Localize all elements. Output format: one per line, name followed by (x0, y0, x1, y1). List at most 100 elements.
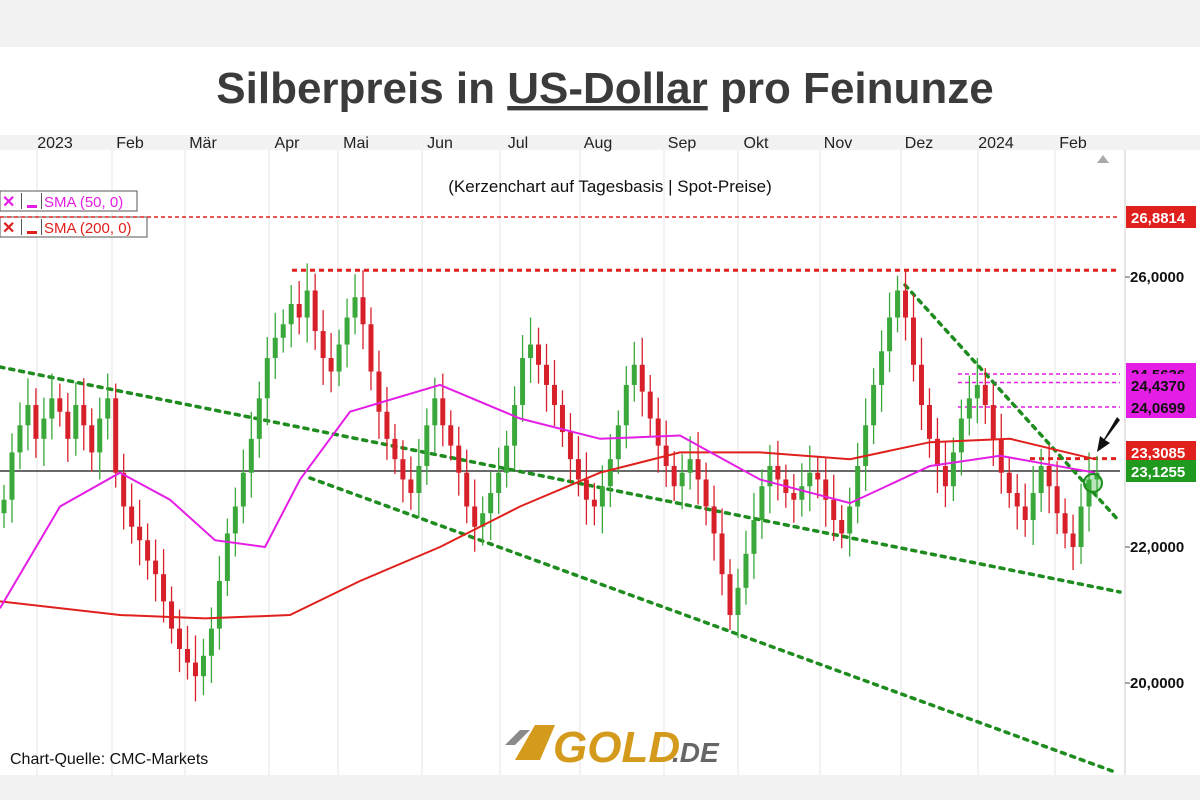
x-tick-label: Aug (584, 135, 612, 152)
candle-body (248, 438, 254, 473)
candle-body (871, 384, 877, 426)
candle-body (551, 384, 557, 405)
candle-body (320, 331, 326, 359)
candle-body (392, 438, 398, 460)
x-tick-label: Dez (905, 135, 933, 152)
x-tick-label: Jun (427, 135, 453, 152)
x-tick-label: Mär (189, 135, 217, 152)
candle-body (911, 317, 917, 365)
candle-body (1006, 472, 1012, 493)
remove-sma50-icon[interactable]: ✕ (2, 194, 15, 211)
candle-body (216, 581, 222, 629)
candle-body (256, 398, 262, 439)
x-tick-label: Feb (116, 135, 144, 152)
candle-body (575, 459, 581, 480)
candle-body (615, 425, 621, 460)
candle-body (376, 371, 382, 412)
trendline (308, 476, 1117, 774)
candle-body (591, 499, 597, 507)
candle-body (208, 628, 214, 656)
x-tick-label: Apr (275, 135, 301, 152)
trendlines (0, 283, 1122, 774)
candle-body (1086, 479, 1092, 507)
candle-body (73, 404, 79, 439)
candle-body (232, 506, 238, 534)
gold-de-logo: GOLD .DE (505, 723, 720, 772)
candle-body (583, 479, 589, 500)
candle-body (735, 587, 741, 615)
candle-body (448, 425, 454, 446)
candle-body (169, 601, 175, 629)
candle-body (336, 344, 342, 372)
candle-body (113, 398, 119, 473)
chart-subtitle: (Kerzenchart auf Tagesbasis | Spot-Preis… (448, 177, 771, 196)
candle-body (1070, 533, 1076, 547)
candle-body (863, 425, 869, 466)
candle-body (480, 513, 486, 527)
sma50-swatch (27, 205, 37, 208)
price-label-text: 24,0699 (1131, 400, 1185, 417)
candle-body (97, 418, 103, 453)
candle-body (966, 398, 972, 419)
candle-body (903, 290, 909, 318)
price-labels: 26,881424,563624,437024,069923,308523,12… (1126, 206, 1196, 482)
candle-body (153, 560, 159, 575)
trendline (0, 365, 1122, 594)
candle-body (950, 452, 956, 487)
candle-body (559, 404, 565, 433)
x-tick-label: Okt (744, 135, 769, 152)
candle-body (1014, 492, 1020, 507)
remove-sma200-icon[interactable]: ✕ (2, 220, 15, 237)
title-part-3: pro Feinunze (708, 64, 994, 113)
sma200-line (0, 437, 1096, 620)
candle-body (807, 472, 813, 487)
candle-body (647, 391, 653, 419)
candle-body (89, 425, 95, 453)
candle-body (895, 290, 901, 318)
candle-body (695, 459, 701, 480)
candle-body (1054, 486, 1060, 514)
candle-body (887, 317, 893, 352)
candle-body (105, 398, 111, 419)
y-tick-label: 26,0000 (1130, 269, 1184, 286)
legend-separator (41, 193, 42, 209)
logo-text-main: GOLD (553, 723, 680, 772)
title-part-underlined: US-Dollar (507, 64, 707, 113)
candle-body (472, 506, 478, 527)
candle-body (727, 574, 733, 615)
candle-body (703, 479, 709, 507)
candle-body (671, 465, 677, 487)
candle-body (432, 398, 438, 426)
candle-body (352, 297, 358, 318)
vertical-gridlines (36, 150, 1056, 775)
title-band (0, 47, 1200, 135)
candle-body (41, 418, 47, 439)
x-tick-label: Nov (824, 135, 852, 152)
candle-body (240, 472, 246, 507)
candle-body (384, 411, 390, 439)
candle-body (599, 486, 605, 507)
candle-body (344, 317, 350, 345)
candle-body (719, 533, 725, 575)
candle-body (687, 459, 693, 473)
candle-body (456, 445, 462, 473)
scroll-up-icon[interactable] (1097, 155, 1109, 163)
x-tick-label: Feb (1059, 135, 1087, 152)
candle-body (1078, 506, 1084, 547)
candle-body (879, 351, 885, 385)
candle-body (775, 465, 781, 480)
candle-body (81, 404, 87, 426)
candle-body (711, 506, 717, 534)
sma50-line (0, 383, 1096, 609)
candle-body (1030, 492, 1036, 520)
candle-body (631, 364, 637, 385)
legend-separator (21, 193, 22, 209)
chart-title: Silberpreis in US-Dollar pro Feinunze (216, 64, 993, 113)
candle-body (488, 492, 494, 514)
logo-text-suffix: .DE (672, 737, 720, 768)
price-label-box (1126, 396, 1196, 418)
candle-body (368, 324, 374, 372)
x-tick-label: Sep (668, 135, 697, 152)
title-part-1: Silberpreis in (216, 64, 507, 113)
